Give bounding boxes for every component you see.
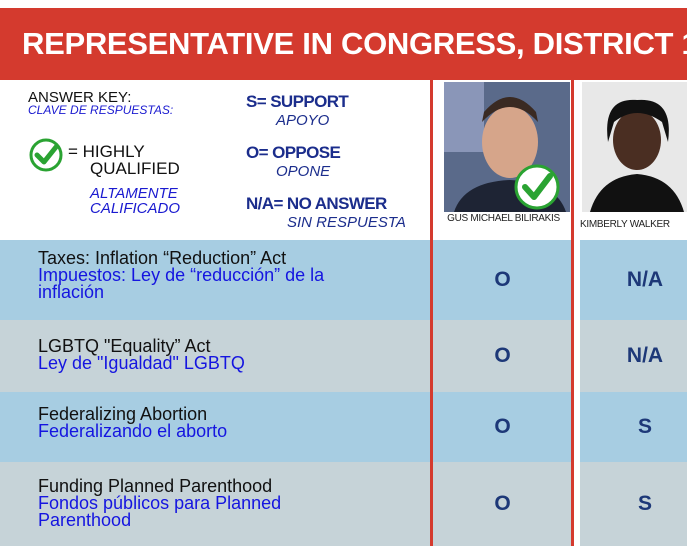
- candidate-name: KIMBERLY WALKER: [580, 220, 687, 230]
- key-label-es: CLAVE DE RESPUESTAS:: [28, 104, 173, 116]
- answer: N/A: [580, 268, 687, 292]
- code-es: OPONE: [276, 163, 330, 180]
- code-es: APOYO: [276, 112, 329, 129]
- answer: S: [580, 415, 687, 439]
- answer: O: [433, 268, 572, 292]
- qualified-check: [512, 162, 562, 212]
- code-es: SIN RESPUESTA: [287, 214, 406, 231]
- column-border: [571, 80, 574, 546]
- candidate-photo: [582, 82, 687, 212]
- check-icon: [26, 137, 66, 173]
- qualified-text-es: ALTAMENTE CALIFICADO: [90, 186, 200, 216]
- code: N/A= NO ANSWER: [246, 194, 387, 214]
- candidate-name: GUS MICHAEL BILIRAKIS: [437, 214, 570, 224]
- column-border: [430, 80, 433, 546]
- answer: O: [433, 344, 572, 368]
- code: S= SUPPORT: [246, 92, 348, 112]
- title-bar: REPRESENTATIVE IN CONGRESS, DISTRICT 12: [0, 8, 687, 80]
- issue-es: Impuestos: Ley de “reducción” de la infl…: [38, 267, 358, 301]
- qualified-text: = HIGHLY QUALIFIED: [68, 143, 200, 177]
- answer: O: [433, 492, 572, 516]
- answer: N/A: [580, 344, 687, 368]
- issue-es: Fondos públicos para Planned Parenthood: [38, 495, 358, 529]
- page: REPRESENTATIVE IN CONGRESS, DISTRICT 12 …: [0, 0, 687, 546]
- issue-es: Federalizando el aborto: [38, 423, 358, 440]
- code: O= OPPOSE: [246, 143, 340, 163]
- issue-es: Ley de "Igualdad" LGBTQ: [38, 355, 358, 372]
- answer: O: [433, 415, 572, 439]
- answer: S: [580, 492, 687, 516]
